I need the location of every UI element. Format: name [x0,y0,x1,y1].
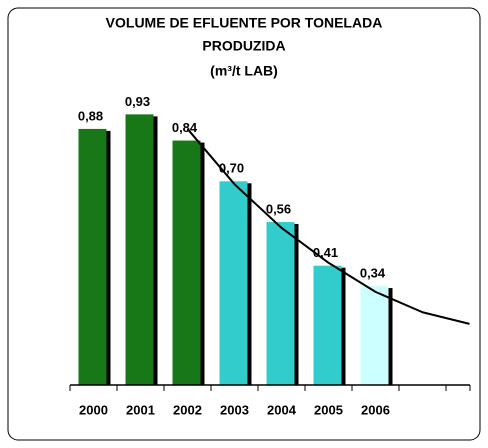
bar [172,140,201,385]
bar-shadow [341,267,346,385]
bar-shadow [294,224,299,385]
x-tick-label: 2005 [314,402,343,417]
data-label: 0,93 [125,94,150,109]
bar [125,114,154,386]
trend-line [186,128,470,325]
bar-shadow [388,288,393,385]
data-label: 0,84 [172,120,198,135]
data-label: 0,41 [313,245,338,260]
data-label: 0,70 [219,161,244,176]
x-tick-label: 2002 [173,402,202,417]
x-tick-label: 2004 [267,402,297,417]
bar [78,128,107,386]
x-tick-label: 2006 [361,402,390,417]
data-label: 0,56 [266,201,291,216]
chart-title: PRODUZIDA [202,38,285,54]
data-label: 0,34 [360,265,386,280]
x-tick-label: 2000 [79,402,108,417]
chart-title: VOLUME DE EFLUENTE POR TONELADA [106,15,383,31]
bar-shadow [200,142,205,385]
bar-shadow [153,116,158,386]
bar [266,222,295,385]
bar [219,181,248,385]
bar [360,286,389,385]
bar [313,265,342,385]
x-tick-label: 2003 [220,402,249,417]
x-tick-label: 2001 [126,402,155,417]
bar-shadow [247,183,252,385]
data-label: 0,88 [78,108,103,123]
bar-shadow [106,130,111,385]
chart-title: (m³/t LAB) [210,63,278,79]
